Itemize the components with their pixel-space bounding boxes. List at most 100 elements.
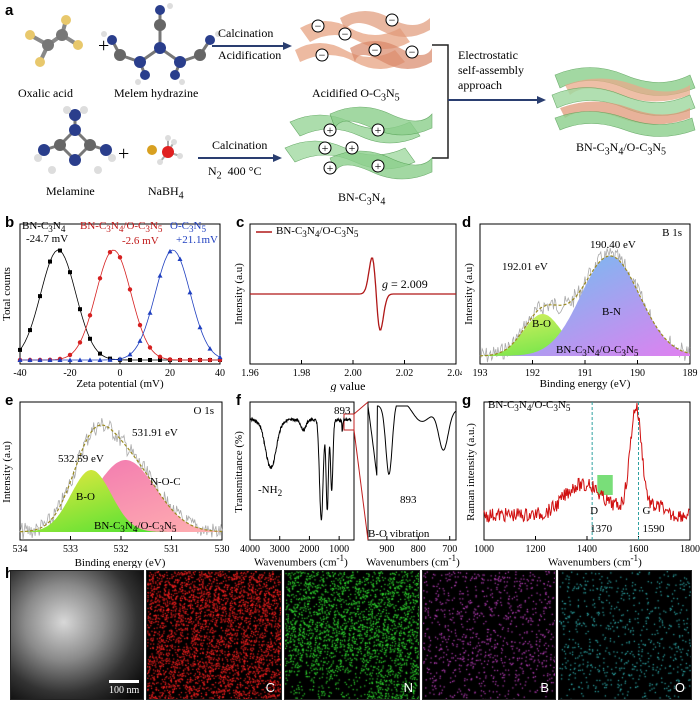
zeta-point <box>147 310 153 315</box>
chart-epr: 1.96 1.98 2.00 2.02 2.04 g value Intensity (… <box>233 223 462 392</box>
raman-axes-frame <box>483 401 691 541</box>
label-step2-calcination: Calcination <box>212 138 268 152</box>
map-nitrogen-dots <box>285 571 419 699</box>
ftir-tick-label: 2000 <box>299 544 319 555</box>
zeta-point <box>18 347 22 352</box>
b1s-envelope-line <box>480 255 691 357</box>
oxalic-acid-molecule <box>25 15 83 67</box>
zeta-point <box>207 346 213 351</box>
o1s-tick-label: 532 <box>114 544 129 555</box>
o1s-envelope-line <box>20 424 222 533</box>
zeta-value-composite: -2.6 mV <box>122 235 159 247</box>
zeta-point <box>67 352 73 358</box>
svg-text:+: + <box>327 123 334 137</box>
o1s-ticks: 534 533 532 531 530 <box>13 536 230 555</box>
zeta-point <box>207 357 213 363</box>
ftir-inset-spectrum-line <box>367 405 457 476</box>
raman-highlight-box <box>597 475 613 495</box>
zeta-curves <box>17 248 223 363</box>
o1s-tick-label: 530 <box>215 544 230 555</box>
ftir-zoom-connector-bottom <box>353 429 369 541</box>
raman-ticks: 1000 1200 1400 1600 1800 <box>474 536 700 555</box>
b1s-tick-label: 193 <box>473 368 488 379</box>
o1s-sample-label: BN-C3N4/O-C3N5 <box>94 520 177 535</box>
chart-ftir: 4000 3000 2000 1000 900 800 700 Transmittance … <box>233 401 457 555</box>
zeta-legend-oc3n5: O-C3N5 <box>170 220 207 235</box>
zeta-point <box>177 256 183 262</box>
map-boron: B <box>422 570 556 700</box>
label-step2-conditions: N2 400 °C <box>208 164 262 182</box>
zeta-point <box>217 354 223 360</box>
map-nitrogen: N <box>284 570 420 700</box>
negative-charge-icons: − − − − − − <box>311 13 419 62</box>
panel-label-g: g <box>462 392 472 409</box>
scale-bar-label: 100 nm <box>109 685 140 696</box>
epr-tick-label: 1.98 <box>293 368 311 379</box>
zeta-point <box>138 357 142 362</box>
svg-text:−: − <box>319 48 326 62</box>
raman-xlabel: Wavenumbers (cm-1) <box>548 553 642 569</box>
nabh4-molecule <box>147 135 183 165</box>
plus-sign-2: + <box>118 143 129 165</box>
svg-text:−: − <box>409 45 416 59</box>
zeta-point <box>17 357 23 362</box>
b1s-tick-label: 189 <box>683 368 698 379</box>
zeta-value-oc3n5: +21.1mV <box>176 234 218 246</box>
label-bnc3n4: BN-C3N4 <box>338 190 386 208</box>
zeta-point <box>107 249 113 255</box>
epr-ticks: 1.96 1.98 2.00 2.02 2.04 <box>241 360 462 379</box>
ftir-axes-frame <box>249 401 355 541</box>
positive-charge-icons: + + + + + + <box>318 123 385 175</box>
zeta-curve-0 <box>19 249 220 361</box>
zeta-point <box>157 354 163 359</box>
sem-image: 100 nm <box>10 570 144 700</box>
panel-label-h: h <box>5 565 14 582</box>
zeta-curve-2 <box>20 249 221 361</box>
ftir-xlabel: Wavenumbers (cm-1) <box>254 553 348 569</box>
svg-text:+: + <box>327 161 334 175</box>
zeta-tick-label: -40 <box>13 368 26 379</box>
o1s-tick-label: 533 <box>63 544 78 555</box>
ftir-inset-peak-label: 893 <box>400 494 417 506</box>
o1s-tick-label: 531 <box>164 544 179 555</box>
zeta-point <box>157 273 163 278</box>
b1s-tick-label: 192 <box>525 368 540 379</box>
zeta-tick-label: 0 <box>118 368 123 379</box>
svg-text:−: − <box>342 27 349 41</box>
chart-zeta: -40 -20 0 20 40 Zeta potential (mV) Total co… <box>1 223 225 390</box>
epr-tick-label: 1.96 <box>241 368 259 379</box>
label-final-composite: BN-C3N4/O-C3N5 <box>576 140 667 158</box>
ftir-peak-893-label: 893 <box>334 405 351 417</box>
zeta-point <box>187 357 193 363</box>
melamine-molecule <box>34 106 116 174</box>
zeta-point <box>67 357 73 362</box>
label-oxalic-acid: Oxalic acid <box>18 86 73 100</box>
scale-bar <box>109 680 139 683</box>
plus-sign-1: + <box>98 35 109 57</box>
svg-text:+: + <box>375 123 382 137</box>
zeta-point <box>167 357 173 362</box>
epr-g-annotation: g = 2.009 <box>382 277 428 291</box>
raman-sample-label: BN-C3N4/O-C3N5 <box>488 399 571 414</box>
zeta-point <box>158 358 162 362</box>
ftir-inset-xlabel: Wavenumbers (cm-1) <box>366 553 460 569</box>
zeta-point <box>38 294 42 299</box>
b1s-tick-label: 190 <box>630 368 645 379</box>
raman-g-position: 1590 <box>643 523 666 535</box>
zeta-curve-1 <box>20 249 220 361</box>
zeta-point <box>127 351 133 357</box>
map-carbon-dots <box>147 571 281 699</box>
zeta-point <box>48 259 52 264</box>
b1s-tick-label: 191 <box>578 368 593 379</box>
zeta-legend-composite: BN-C3N4/O-C3N5 <box>80 220 163 235</box>
zeta-point <box>47 357 53 362</box>
chart-o1s: 534 533 532 531 530 O 1s Binding energy (eV)… <box>1 401 230 568</box>
label-melem-hydrazine: Melem hydrazine <box>114 86 199 100</box>
raman-tick-label: 1800 <box>680 544 700 555</box>
b1s-peak-bn-label: B-N <box>602 306 621 318</box>
zeta-point <box>98 351 102 356</box>
raman-ylabel: Raman intensity (a.u.) <box>465 423 477 521</box>
o1s-peak-noc-position: 531.91 eV <box>132 427 178 439</box>
zeta-point <box>87 357 93 362</box>
o1s-xlabel: Binding energy (eV) <box>75 557 166 568</box>
